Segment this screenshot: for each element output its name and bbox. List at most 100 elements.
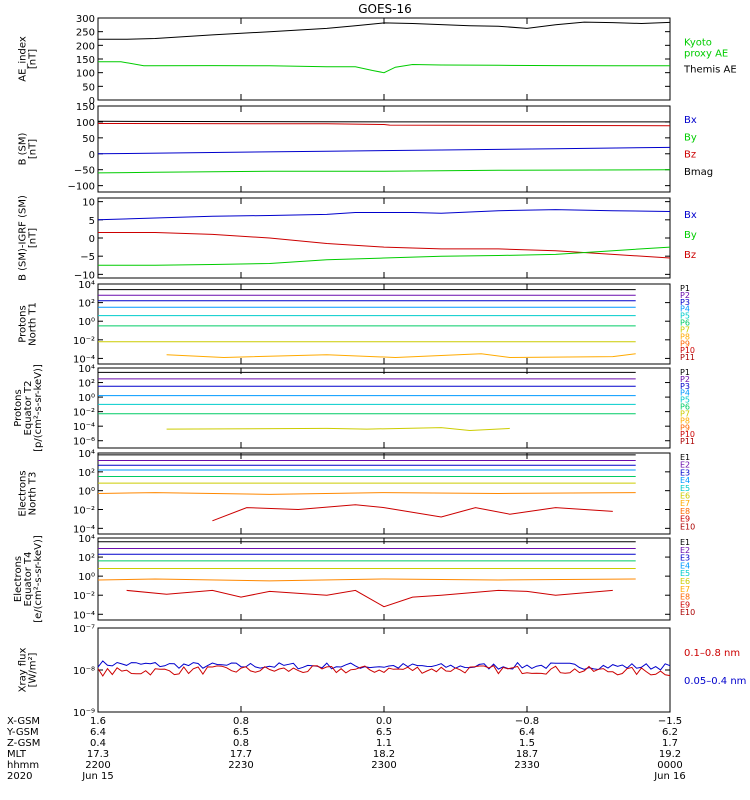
y-tick-label: 10⁻⁷ bbox=[73, 624, 95, 635]
channel-label: P8 bbox=[680, 332, 690, 341]
y-axis-label-line: [nT] bbox=[28, 139, 39, 159]
y-axis-label: ElectronsEquator T4[e/(cm²-s-sr-keV)] bbox=[13, 535, 44, 623]
y-axis-label-line: Equator T2 bbox=[23, 381, 34, 436]
channel-label: P4 bbox=[680, 305, 690, 314]
ephemeris-value: 6.4 bbox=[519, 727, 535, 738]
ephemeris-value: 2300 bbox=[371, 760, 396, 771]
series-line bbox=[97, 660, 671, 671]
ephemeris-value: Jun 16 bbox=[653, 771, 686, 782]
y-axis-label-line: Xray flux bbox=[18, 648, 29, 693]
y-tick-label: 10⁻² bbox=[73, 336, 95, 347]
y-tick-label: 10⁰ bbox=[78, 487, 95, 498]
panel-5: 10⁻⁶ 10⁻⁴ 10⁻² 10⁰ 10² 10⁴ ProtonsEquator T2[p… bbox=[13, 364, 695, 452]
series-line bbox=[97, 120, 670, 123]
y-tick-label: 150 bbox=[76, 102, 95, 113]
channel-label: E8 bbox=[680, 593, 690, 602]
ephemeris-value: −1.5 bbox=[658, 716, 682, 727]
y-axis-label: Xray flux[W/m²] bbox=[18, 648, 39, 693]
y-tick-label: 10⁻² bbox=[73, 506, 95, 517]
channel-label: E9 bbox=[680, 515, 690, 524]
y-tick-label: 150 bbox=[76, 55, 95, 66]
y-tick-label: 50 bbox=[82, 134, 95, 145]
y-tick-label: 0 bbox=[89, 234, 95, 245]
panels: 0 50 100 150 200 250 300 AE_index [nT] Kyoto proxy… bbox=[13, 14, 746, 719]
legend-entry-line: 0.1–0.8 nm bbox=[684, 648, 740, 659]
legend-entry: Bz bbox=[684, 250, 696, 261]
y-axis-label-line: B (SM)-IGRF (SM) bbox=[18, 195, 29, 281]
channel-label: P5 bbox=[680, 312, 690, 321]
ephemeris-value: 0.8 bbox=[233, 738, 249, 749]
channel-label: P7 bbox=[680, 409, 690, 418]
y-tick-label: 10⁻² bbox=[73, 408, 95, 419]
ephemeris-value: 6.5 bbox=[233, 727, 249, 738]
channel-label: P1 bbox=[680, 284, 690, 293]
ephemeris-label: 2020 bbox=[7, 771, 32, 782]
ephemeris-label: X-GSM bbox=[7, 716, 40, 727]
legend-entry: Bmag bbox=[684, 167, 713, 178]
y-tick-label: 10⁰ bbox=[78, 572, 95, 583]
channel-label: P8 bbox=[680, 416, 690, 425]
y-axis-label-line: AE_index bbox=[18, 36, 29, 82]
y-tick-label: 50 bbox=[82, 82, 95, 93]
y-tick-label: 10⁰ bbox=[78, 393, 95, 404]
y-axis-label: B (SM)-IGRF (SM)[nT] bbox=[18, 195, 39, 281]
y-tick-label: 10⁴ bbox=[78, 364, 95, 375]
y-tick-label: 10² bbox=[78, 299, 95, 310]
ephemeris-table: X-GSMY-GSMZ-GSMMLThhmm20201.66.40.417.32… bbox=[6, 716, 686, 782]
channel-label: P4 bbox=[680, 389, 690, 398]
series-line bbox=[126, 589, 613, 608]
legend-entry: Kyoto proxy AE bbox=[684, 37, 728, 59]
series-line bbox=[166, 353, 636, 359]
legend-entry-line: Themis AE bbox=[683, 65, 737, 76]
legend-entry-line: By bbox=[684, 132, 697, 143]
legend-entry: By bbox=[684, 132, 697, 143]
y-tick-label: 100 bbox=[76, 118, 95, 129]
y-axis-label-line: Protons bbox=[13, 389, 24, 426]
series-line bbox=[98, 21, 671, 40]
channel-label: E5 bbox=[680, 484, 690, 493]
ephemeris-value: 0.8 bbox=[233, 716, 249, 727]
y-tick-label: 10⁴ bbox=[78, 534, 95, 545]
y-axis-label-line: Protons bbox=[18, 305, 29, 342]
ephemeris-label: Z-GSM bbox=[7, 738, 40, 749]
y-tick-label: 10⁴ bbox=[78, 449, 95, 460]
channel-label: P9 bbox=[680, 423, 690, 432]
channel-label: P3 bbox=[680, 298, 690, 307]
y-tick-label: 200 bbox=[76, 41, 95, 52]
series-line bbox=[98, 61, 670, 74]
y-tick-label: 10⁻⁴ bbox=[73, 422, 95, 433]
legend-entry-line: Bmag bbox=[684, 167, 713, 178]
y-tick-label: 10⁻⁴ bbox=[73, 524, 95, 535]
series-line bbox=[97, 123, 671, 127]
legend-entry: Themis AE bbox=[683, 65, 737, 76]
channel-label: E2 bbox=[680, 546, 690, 555]
ephemeris-value: 0000 bbox=[657, 760, 682, 771]
ephemeris-value: 6.2 bbox=[662, 727, 678, 738]
ephemeris-value: 1.6 bbox=[90, 716, 106, 727]
ephemeris-value: 6.5 bbox=[376, 727, 392, 738]
legend-entry-line: 0.05–0.4 nm bbox=[684, 676, 746, 687]
series-line bbox=[97, 209, 671, 221]
y-axis-label-line: [nT] bbox=[28, 228, 39, 248]
channel-label: E8 bbox=[680, 507, 690, 516]
y-tick-label: 5 bbox=[89, 216, 95, 227]
legend-entry: 0.1–0.8 nm bbox=[684, 648, 740, 659]
y-tick-label: 10⁻⁸ bbox=[73, 666, 95, 677]
channel-label: P6 bbox=[680, 403, 690, 412]
legend-entry-line: Bx bbox=[684, 115, 697, 126]
y-tick-label: 250 bbox=[76, 28, 95, 39]
ephemeris-value: −0.8 bbox=[515, 716, 539, 727]
y-tick-label: 10⁻⁴ bbox=[73, 610, 95, 621]
channel-label: P3 bbox=[680, 382, 690, 391]
ephemeris-value: 19.2 bbox=[659, 749, 681, 760]
channel-label: E7 bbox=[680, 499, 690, 508]
ephemeris-value: 6.4 bbox=[90, 727, 106, 738]
channel-label: P6 bbox=[680, 319, 690, 328]
channel-label: E6 bbox=[680, 577, 690, 586]
series-line bbox=[98, 246, 671, 266]
ephemeris-value: 2230 bbox=[228, 760, 253, 771]
legend-entry-line: By bbox=[684, 230, 697, 241]
series-line bbox=[97, 169, 671, 174]
y-tick-label: 300 bbox=[76, 14, 95, 25]
